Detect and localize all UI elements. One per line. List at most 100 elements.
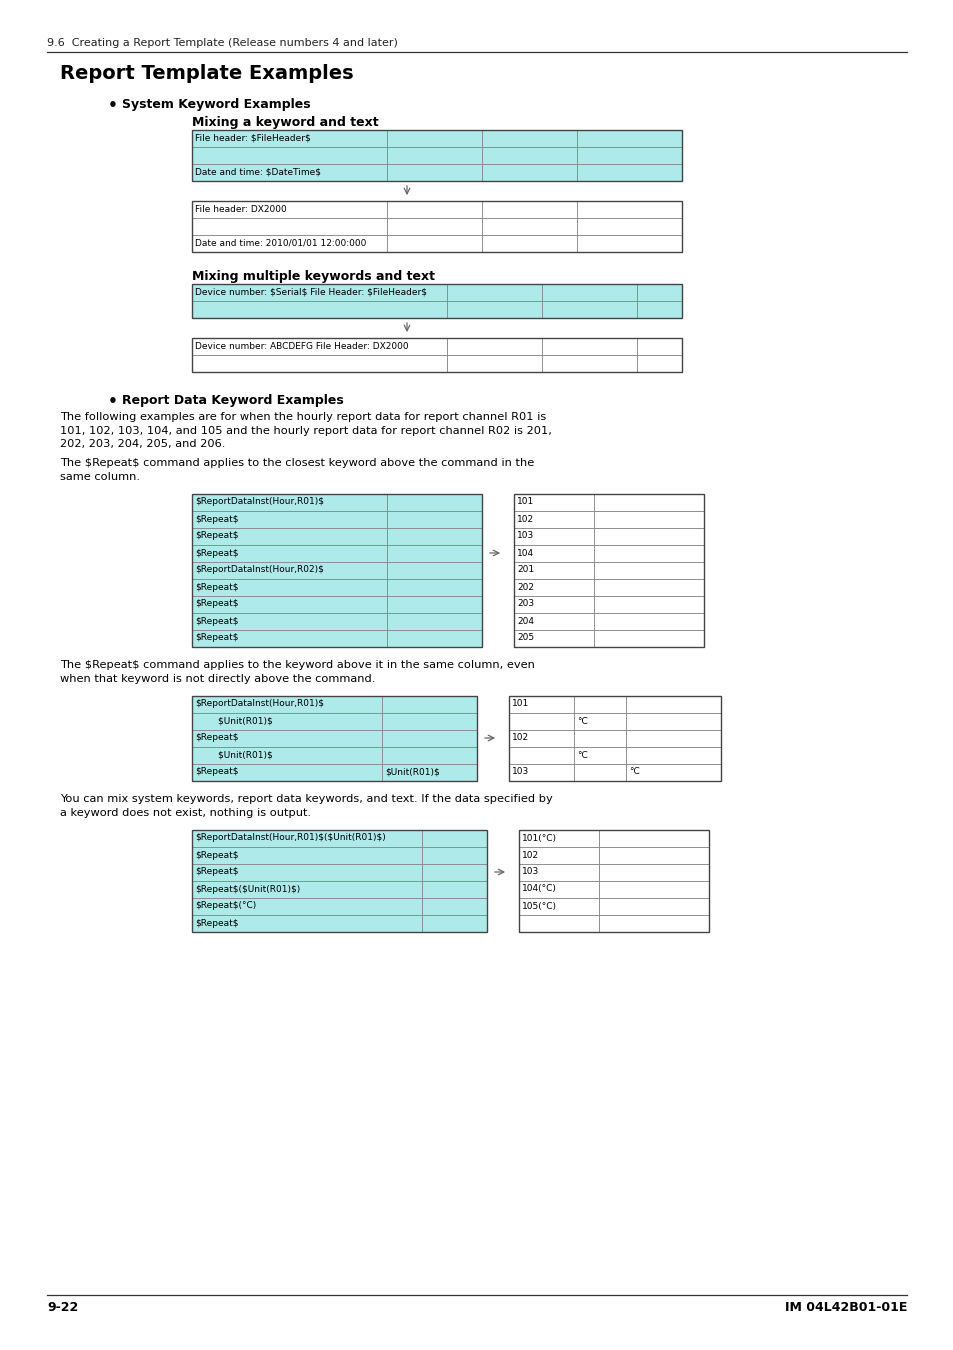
- Bar: [192, 880, 421, 898]
- Bar: [625, 713, 720, 729]
- Bar: [574, 764, 625, 780]
- Text: •: •: [108, 394, 118, 409]
- Bar: [381, 747, 476, 764]
- Text: \$ReportDataInst(Hour,R01)\$: \$ReportDataInst(Hour,R01)\$: [194, 498, 324, 506]
- Bar: [518, 846, 598, 864]
- Bar: [192, 544, 387, 562]
- Bar: [192, 528, 387, 544]
- Bar: [594, 613, 703, 629]
- Bar: [518, 864, 598, 880]
- Text: Date and time: 2010/01/01 12:00:000: Date and time: 2010/01/01 12:00:000: [194, 239, 366, 248]
- Bar: [387, 201, 481, 217]
- Bar: [574, 695, 625, 713]
- Bar: [192, 613, 387, 629]
- Text: File header: \$FileHeader\$: File header: \$FileHeader\$: [194, 134, 311, 143]
- Bar: [192, 898, 421, 914]
- Bar: [192, 130, 387, 147]
- Bar: [625, 764, 720, 780]
- Bar: [192, 629, 387, 647]
- Bar: [514, 613, 594, 629]
- Bar: [192, 301, 447, 319]
- Text: \$Repeat\$: \$Repeat\$: [194, 918, 238, 927]
- Text: \$Repeat\$: \$Repeat\$: [194, 599, 238, 609]
- Bar: [625, 747, 720, 764]
- Bar: [625, 729, 720, 747]
- Text: \$Repeat\$: \$Repeat\$: [194, 868, 238, 876]
- Bar: [514, 544, 594, 562]
- Bar: [387, 595, 481, 613]
- Text: \$Repeat\$: \$Repeat\$: [194, 514, 238, 524]
- Bar: [192, 829, 486, 931]
- Text: °C: °C: [628, 768, 639, 776]
- Bar: [387, 544, 481, 562]
- Bar: [514, 629, 594, 647]
- Bar: [192, 864, 421, 880]
- Bar: [598, 846, 708, 864]
- Bar: [577, 217, 681, 235]
- Bar: [481, 235, 577, 252]
- Bar: [192, 764, 381, 780]
- Bar: [518, 829, 708, 931]
- Text: 203: 203: [517, 599, 534, 609]
- Text: \$Repeat\$: \$Repeat\$: [194, 582, 238, 591]
- Bar: [514, 579, 594, 595]
- Bar: [387, 217, 481, 235]
- Bar: [598, 880, 708, 898]
- Text: \$ReportDataInst(Hour,R01)\$(\$Unit(R01)\$): \$ReportDataInst(Hour,R01)\$(\$Unit(R01)…: [194, 833, 385, 842]
- Bar: [192, 510, 387, 528]
- Text: 202: 202: [517, 582, 534, 591]
- Text: Date and time: \$DateTime\$: Date and time: \$DateTime\$: [194, 167, 320, 177]
- Bar: [192, 284, 447, 301]
- Text: \$ReportDataInst(Hour,R02)\$: \$ReportDataInst(Hour,R02)\$: [194, 566, 323, 575]
- Bar: [387, 510, 481, 528]
- Bar: [381, 713, 476, 729]
- Text: 9.6  Creating a Report Template (Release numbers 4 and later): 9.6 Creating a Report Template (Release …: [47, 38, 397, 49]
- Bar: [514, 494, 703, 647]
- Bar: [577, 235, 681, 252]
- Text: \$Repeat\$: \$Repeat\$: [194, 733, 238, 743]
- Bar: [192, 562, 387, 579]
- Text: \$Repeat\$(\$Unit(R01)\$): \$Repeat\$(\$Unit(R01)\$): [194, 884, 300, 894]
- Bar: [192, 595, 387, 613]
- Text: 104(°C): 104(°C): [521, 884, 557, 894]
- Bar: [447, 301, 541, 319]
- Bar: [387, 235, 481, 252]
- Bar: [447, 284, 541, 301]
- Bar: [514, 494, 594, 510]
- Bar: [421, 829, 486, 846]
- Bar: [192, 201, 681, 252]
- Bar: [577, 201, 681, 217]
- Text: 103: 103: [512, 768, 529, 776]
- Text: Mixing a keyword and text: Mixing a keyword and text: [192, 116, 378, 130]
- Bar: [514, 562, 594, 579]
- Text: 101, 102, 103, 104, and 105 and the hourly report data for report channel R02 is: 101, 102, 103, 104, and 105 and the hour…: [60, 425, 551, 436]
- Bar: [509, 747, 574, 764]
- Text: \$Repeat\$: \$Repeat\$: [194, 633, 238, 643]
- Text: 205: 205: [517, 633, 534, 643]
- Bar: [192, 235, 387, 252]
- Bar: [381, 764, 476, 780]
- Bar: [387, 494, 481, 510]
- Text: °C: °C: [577, 751, 587, 760]
- Bar: [192, 147, 387, 163]
- Text: 102: 102: [521, 850, 538, 860]
- Text: The \$Repeat\$ command applies to the keyword above it in the same column, even: The \$Repeat\$ command applies to the ke…: [60, 660, 535, 671]
- Bar: [594, 528, 703, 544]
- Text: when that keyword is not directly above the command.: when that keyword is not directly above …: [60, 674, 375, 684]
- Bar: [192, 713, 381, 729]
- Text: 9-22: 9-22: [47, 1301, 78, 1314]
- Bar: [577, 163, 681, 181]
- Bar: [625, 695, 720, 713]
- Bar: [518, 880, 598, 898]
- Bar: [518, 829, 598, 846]
- Bar: [387, 579, 481, 595]
- Bar: [447, 338, 541, 355]
- Bar: [574, 729, 625, 747]
- Bar: [192, 217, 387, 235]
- Bar: [192, 695, 476, 780]
- Bar: [598, 898, 708, 914]
- Bar: [192, 355, 447, 373]
- Bar: [594, 562, 703, 579]
- Text: You can mix system keywords, report data keywords, and text. If the data specifi: You can mix system keywords, report data…: [60, 795, 552, 805]
- Text: 104: 104: [517, 548, 534, 558]
